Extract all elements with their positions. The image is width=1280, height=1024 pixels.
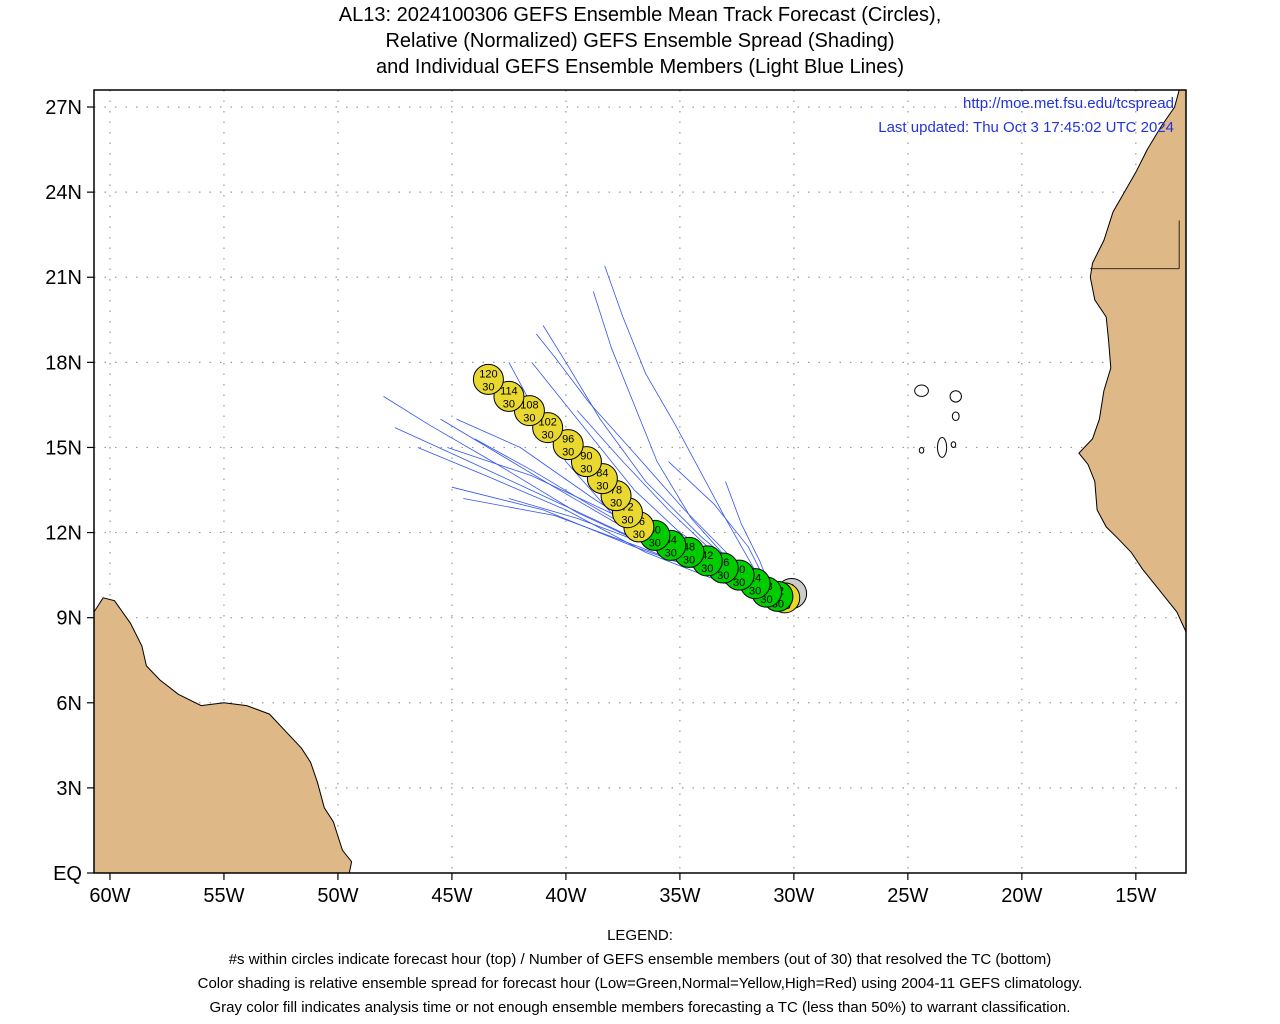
mean-track-circles: 0630123018302430303036304230483054306030…	[472, 363, 808, 614]
x-tick-label: 60W	[89, 885, 130, 907]
forecast-hour-label: 120	[479, 368, 497, 380]
x-tick-label: 55W	[203, 885, 244, 907]
island	[918, 446, 925, 454]
y-tick-label: 3N	[56, 778, 82, 800]
south-america-land	[94, 597, 353, 873]
legend-line-1: #s within circles indicate forecast hour…	[228, 951, 1052, 968]
x-tick-label: 45W	[431, 885, 472, 907]
forecast-hour-label: 114	[500, 385, 518, 397]
member-count-label: 30	[610, 498, 622, 510]
member-count-label: 30	[580, 464, 592, 476]
legend-heading: LEGEND:	[607, 927, 673, 944]
x-tick-label: 35W	[659, 885, 700, 907]
y-tick-label: 12N	[45, 523, 82, 545]
africa-land	[1078, 90, 1186, 633]
member-count-label: 30	[701, 563, 713, 575]
forecast-hour-label: 96	[562, 434, 574, 446]
forecast-circle	[493, 380, 525, 412]
member-count-label: 30	[733, 577, 745, 589]
member-count-label: 30	[542, 430, 554, 442]
y-tick-label: 24N	[45, 182, 82, 204]
y-tick-label: 9N	[56, 608, 82, 630]
member-count-label: 30	[562, 447, 574, 459]
source-url[interactable]: http://moe.met.fsu.edu/tcspread	[963, 95, 1174, 112]
member-count-label: 30	[503, 398, 515, 410]
chart-title-line-1: AL13: 2024100306 GEFS Ensemble Mean Trac…	[338, 4, 942, 26]
x-tick-label: 25W	[887, 885, 928, 907]
island	[951, 411, 960, 422]
land-masses	[84, 90, 1186, 873]
x-tick-label: 30W	[773, 885, 814, 907]
forecast-circle	[552, 429, 584, 461]
legend-line-3: Gray color fill indicates analysis time …	[209, 999, 1071, 1016]
forecast-hour-label: 102	[538, 417, 556, 429]
x-tick-label: 15W	[1115, 885, 1156, 907]
forecast-hour-label: 108	[520, 400, 538, 412]
island	[937, 437, 948, 458]
legend-line-2: Color shading is relative ensemble sprea…	[197, 975, 1083, 992]
forecast-hour-label: 90	[580, 451, 592, 463]
island	[914, 384, 929, 397]
y-tick-label: 15N	[45, 437, 82, 459]
axis-ticks: 60W 55W 50W 45W 40W 35W 30W 25W 20W 15W EQ 3N 6N 9N 12…	[45, 97, 1156, 907]
island	[949, 390, 962, 403]
member-count-label: 30	[633, 529, 645, 541]
member-count-label: 30	[717, 570, 729, 582]
forecast-circle	[472, 363, 504, 395]
forecast-hour-label: 84	[596, 468, 608, 480]
member-count-label: 30	[665, 547, 677, 559]
ensemble-member-track	[604, 265, 776, 601]
member-count-label: 30	[749, 586, 761, 598]
island	[84, 494, 91, 503]
x-tick-label: 40W	[545, 885, 586, 907]
member-count-label: 30	[482, 381, 494, 393]
chart-title-line-3: and Individual GEFS Ensemble Members (Li…	[375, 56, 905, 78]
member-count-label: 30	[596, 481, 608, 493]
member-count-label: 30	[683, 554, 695, 566]
y-tick-label: 18N	[45, 352, 82, 374]
chart-title-line-2: Relative (Normalized) GEFS Ensemble Spre…	[385, 30, 895, 52]
plot-frame	[93, 89, 1187, 874]
member-count-label: 30	[760, 594, 772, 606]
x-tick-label: 50W	[317, 885, 358, 907]
member-count-label: 30	[523, 413, 535, 425]
y-tick-label: EQ	[53, 863, 82, 885]
y-tick-label: 6N	[56, 693, 82, 715]
x-tick-label: 20W	[1001, 885, 1042, 907]
member-count-label: 30	[621, 515, 633, 527]
island	[950, 441, 957, 448]
y-tick-label: 21N	[45, 267, 82, 289]
last-updated: Last updated: Thu Oct 3 17:45:02 UTC 202…	[878, 119, 1174, 136]
member-count-label: 30	[649, 537, 661, 549]
y-tick-label: 27N	[45, 97, 82, 119]
